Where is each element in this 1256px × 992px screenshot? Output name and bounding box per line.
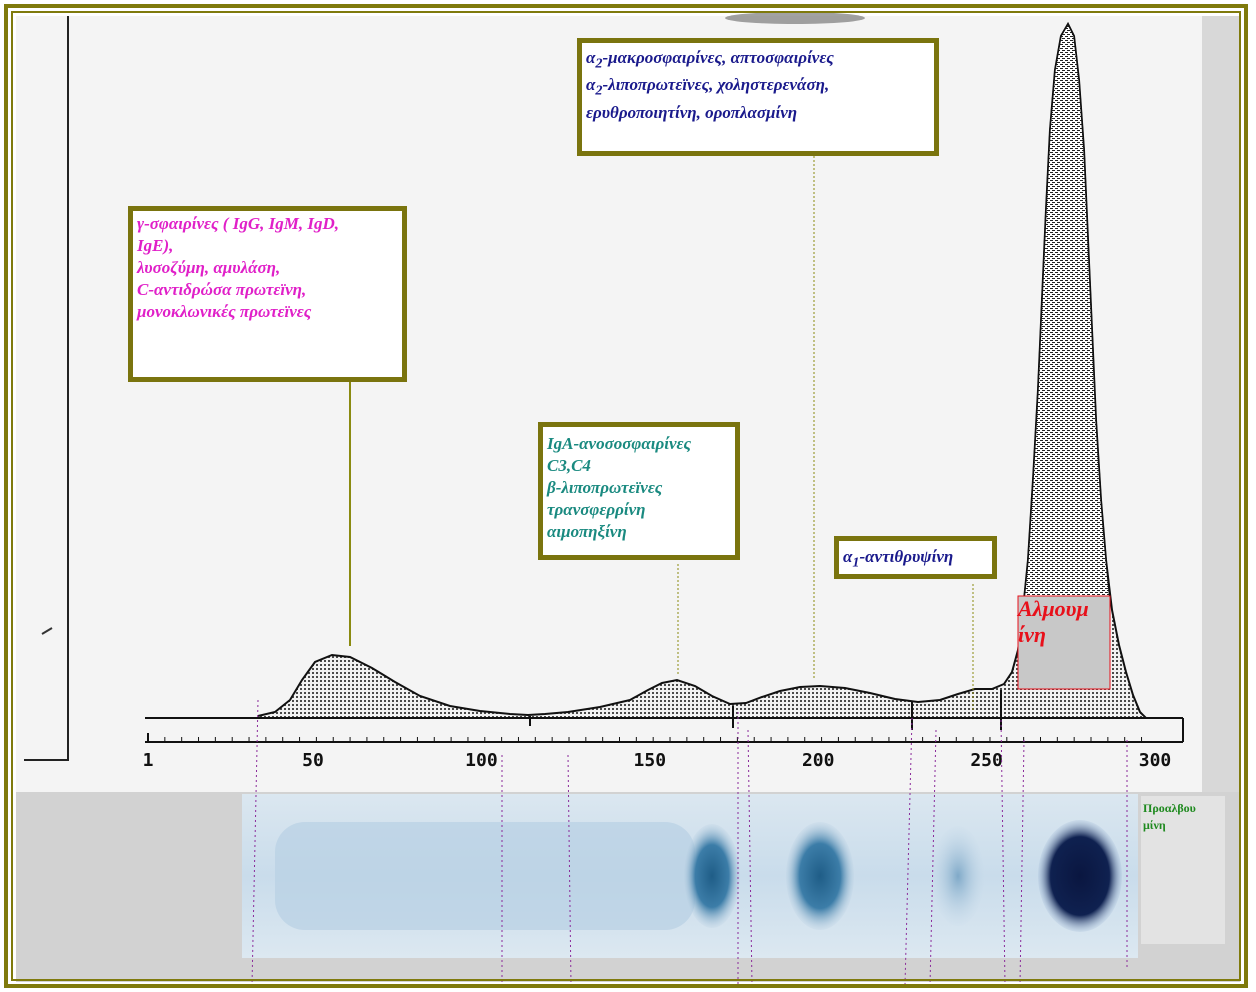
- alpha2-subscript: 2: [595, 55, 603, 72]
- alpha1-line: α1-αντιθρυψίνη: [843, 546, 988, 573]
- alpha1-subscript: 1: [852, 554, 860, 571]
- albumin-shaded-box: [1017, 595, 1111, 690]
- alpha2-subscript: 2: [595, 82, 603, 99]
- alpha2-line-1: α2-μακροσφαιρίνες, απτοσφαιρίνες: [586, 47, 930, 74]
- beta-line-5: αιμοπηξίνη: [547, 522, 627, 541]
- albumin-peak-hatch: [1023, 22, 1111, 601]
- gamma-line-3: λυσοζύμη, αμυλάση,: [137, 258, 281, 277]
- electrophoresis-curve: [257, 21, 1147, 730]
- gamma-line-1: γ-σφαιρίνες ( IgG, IgM, IgD,: [137, 214, 339, 233]
- albumin-label-line-1: Αλμουμ: [1018, 596, 1089, 621]
- alpha-symbol: α: [586, 48, 596, 67]
- prealbumin-label-line-2: μίνη: [1143, 818, 1166, 832]
- prealbumin-label-line-1: Προαλβου: [1143, 801, 1196, 815]
- alpha1-text: -αντιθρυψίνη: [859, 547, 954, 566]
- alpha1-globulin-callout: α1-αντιθρυψίνη: [834, 536, 997, 579]
- gamma-line-4: C-αντιδρώσα πρωτεϊνη,: [137, 280, 307, 299]
- gamma-line-2: IgE),: [137, 236, 174, 255]
- gel-strip: [242, 794, 1138, 958]
- axis-tick-label: 1: [143, 750, 154, 771]
- beta-line-3: β-λιποπρωτεϊνες: [547, 478, 663, 497]
- albumin-label-line-2: ίνη: [1018, 622, 1046, 647]
- axis-tick-label: 250: [970, 750, 1003, 771]
- axis-tick-label: 150: [634, 750, 667, 771]
- axis-tick-label: 50: [302, 750, 324, 771]
- axis-tick-label: 300: [1139, 750, 1172, 771]
- fraction-boundary-line: [567, 754, 572, 986]
- prealbumin-label: Προαλβου μίνη: [1141, 796, 1225, 944]
- alpha-symbol: α: [586, 75, 596, 95]
- gamma-globulin-callout: γ-σφαιρίνες ( IgG, IgM, IgD, IgE), λυσοζ…: [128, 206, 407, 382]
- albumin-label: Αλμουμ ίνη: [1018, 596, 1112, 648]
- gel-band-albumin: [1038, 820, 1122, 932]
- axis-tick-label: 100: [465, 750, 498, 771]
- axis-tick-label: 200: [802, 750, 835, 771]
- gel-band-alpha2: [786, 822, 854, 930]
- scan-smudge: [725, 12, 865, 24]
- gel-gamma-smear: [275, 822, 695, 930]
- alpha-symbol: α: [843, 547, 853, 566]
- leader-lines: [251, 152, 1128, 986]
- scan-mark: [41, 627, 53, 635]
- gel-band-alpha1: [932, 826, 984, 926]
- beta-line-4: τρανσφερρίνη: [547, 500, 646, 519]
- fraction-boundary-line: [1019, 739, 1025, 986]
- beta-line-1: IgA-ανοσοσφαιρίνες: [547, 434, 692, 453]
- x-axis: 1 50 100 150 200 250 300: [143, 717, 1184, 771]
- beta-line-2: C3,C4: [547, 456, 591, 475]
- gamma-line-5: μονοκλωνικές πρωτεϊνες: [137, 302, 312, 321]
- scan-right-margin: [1202, 16, 1240, 792]
- alpha2-line-2: α2-λιποπρωτεϊνες, χοληστερενάση,: [586, 74, 930, 101]
- fraction-boundary-line: [1000, 719, 1006, 986]
- alpha2-line-3: ερυθροποιητίνη, οροπλασμίνη: [586, 102, 798, 122]
- alpha2-text-2: -λιποπρωτεϊνες, χοληστερενάση,: [602, 75, 830, 95]
- gel-band-beta: [684, 824, 740, 928]
- scan-bracket: [24, 16, 69, 761]
- alpha2-text-1: -μακροσφαιρίνες, απτοσφαιρίνες: [602, 48, 834, 67]
- alpha2-globulin-callout: α2-μακροσφαιρίνες, απτοσφαιρίνες α2-λιπο…: [577, 38, 939, 156]
- beta-globulin-callout: IgA-ανοσοσφαιρίνες C3,C4 β-λιποπρωτεϊνες…: [538, 422, 740, 560]
